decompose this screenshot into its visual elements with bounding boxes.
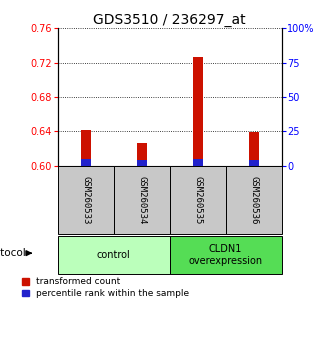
Text: GSM260533: GSM260533 bbox=[81, 176, 90, 224]
Bar bbox=[170, 166, 226, 234]
Bar bbox=[249, 160, 259, 166]
Bar bbox=[58, 236, 170, 274]
Bar bbox=[137, 160, 147, 166]
Text: control: control bbox=[97, 250, 131, 260]
Text: GSM260534: GSM260534 bbox=[137, 176, 146, 224]
Bar bbox=[58, 166, 114, 234]
Text: protocol: protocol bbox=[0, 248, 26, 258]
Bar bbox=[81, 131, 91, 166]
Bar bbox=[249, 132, 259, 166]
Text: GSM260535: GSM260535 bbox=[193, 176, 202, 224]
Bar bbox=[193, 57, 203, 166]
Bar bbox=[81, 159, 91, 166]
Text: GSM260536: GSM260536 bbox=[249, 176, 258, 224]
Bar bbox=[137, 143, 147, 166]
Bar bbox=[226, 166, 282, 234]
Bar bbox=[193, 159, 203, 166]
Title: GDS3510 / 236297_at: GDS3510 / 236297_at bbox=[93, 13, 246, 27]
Bar bbox=[170, 236, 282, 274]
Legend: transformed count, percentile rank within the sample: transformed count, percentile rank withi… bbox=[22, 278, 189, 298]
Text: CLDN1
overexpression: CLDN1 overexpression bbox=[188, 245, 263, 266]
Bar bbox=[114, 166, 170, 234]
